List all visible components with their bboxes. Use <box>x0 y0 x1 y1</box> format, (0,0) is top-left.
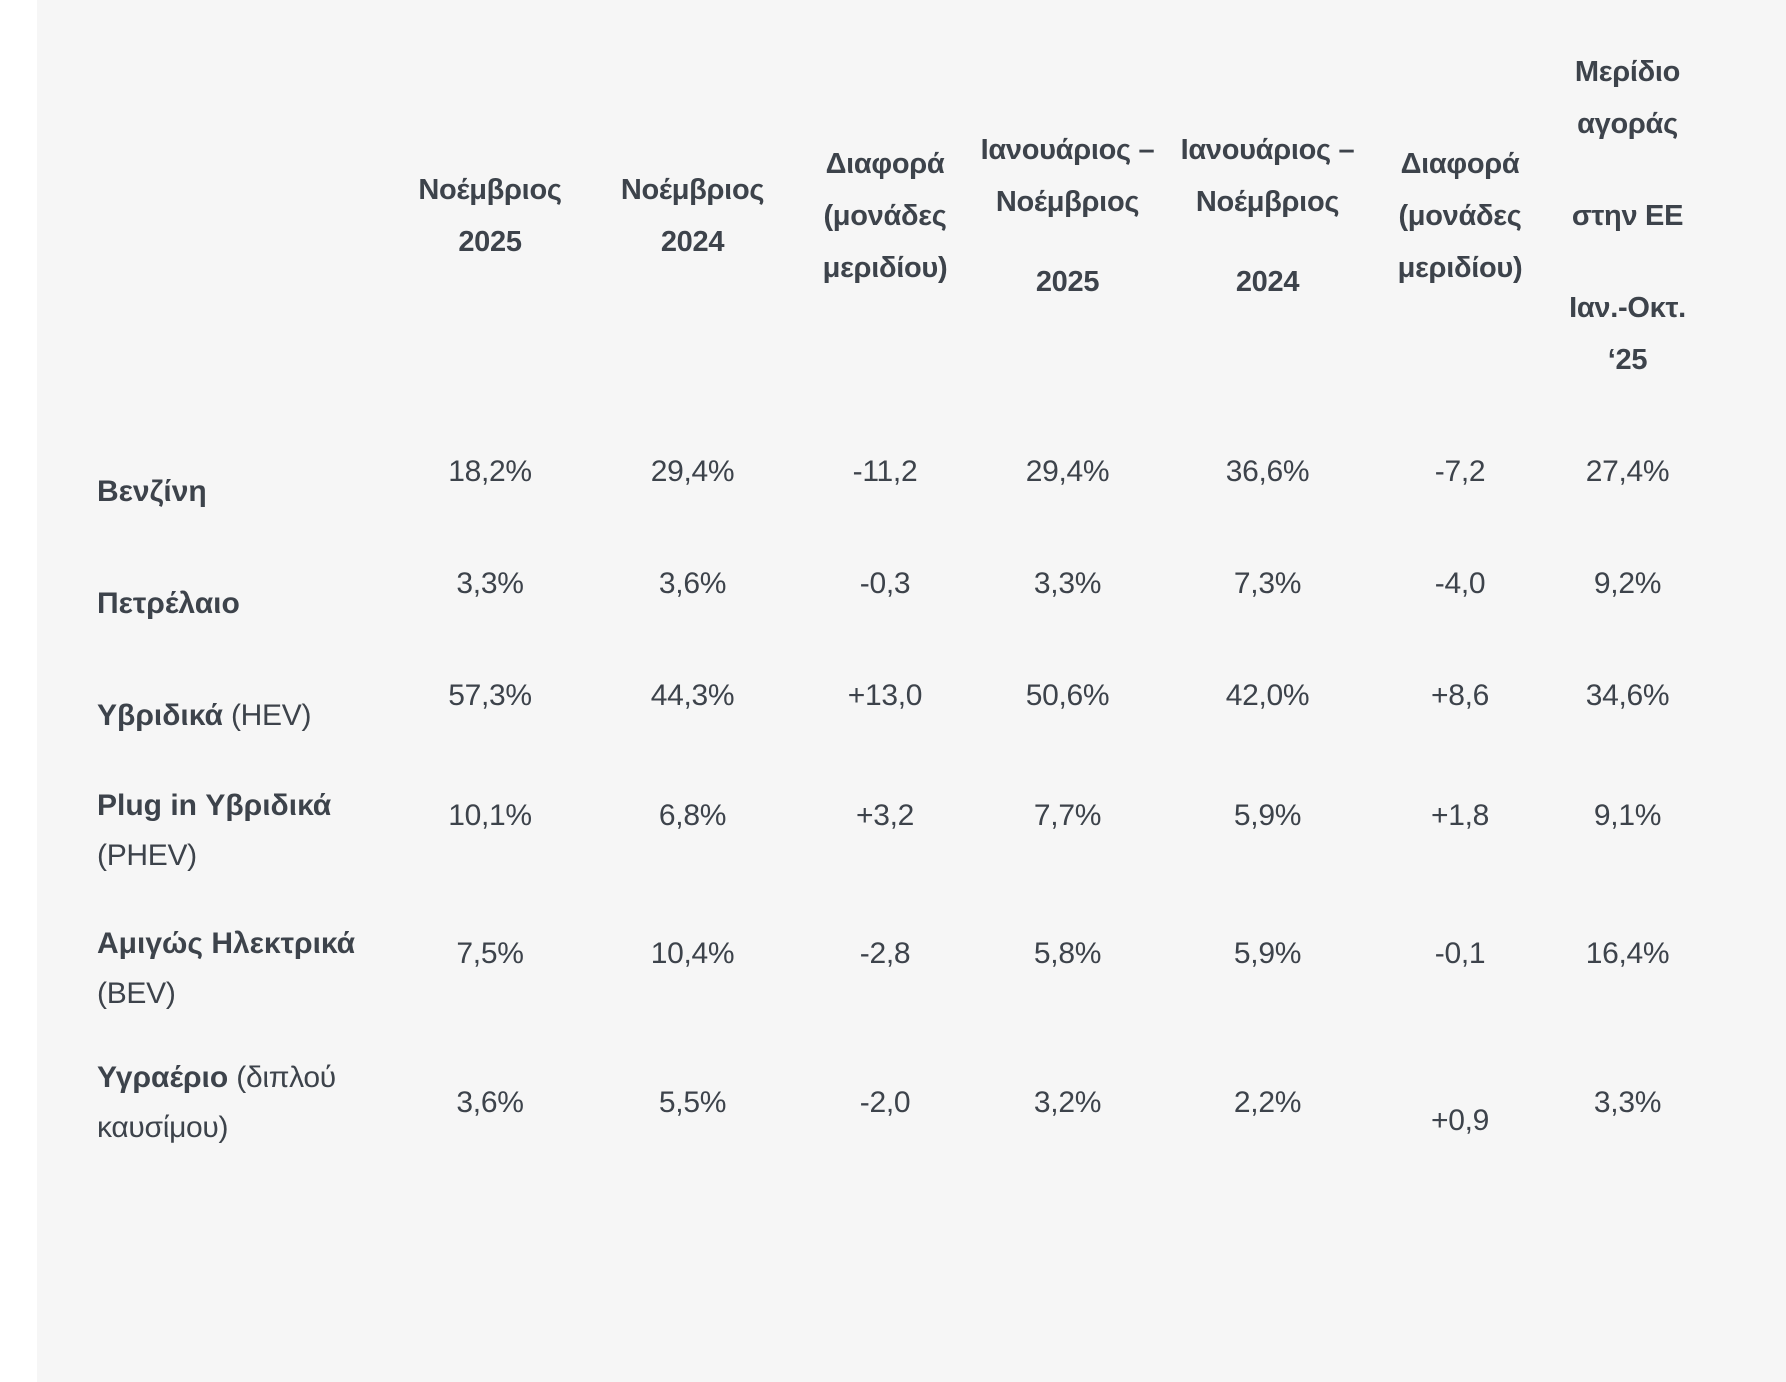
value-cell: 34,6% <box>1585 679 1670 712</box>
value-cell: -7,2 <box>1434 455 1486 488</box>
value-cell: 7,5% <box>456 937 524 970</box>
fuel-suffix: (PHEV) <box>97 839 197 872</box>
fuel-name: Πετρέλαιο <box>97 587 240 620</box>
value-cell: 42,0% <box>1225 679 1310 712</box>
value-cell: 27,4% <box>1585 455 1670 488</box>
column-header-november-2025: Νοέμβριος 2025 <box>390 6 590 426</box>
header-line: Ιανουάριος – <box>980 134 1155 166</box>
value-cell: 3,6% <box>658 567 727 600</box>
value-cell: 3,3% <box>1593 1086 1662 1119</box>
fuel-name: Υβριδικά <box>97 699 223 732</box>
value-cell: 36,6% <box>1225 455 1310 488</box>
value-cell: +1,8 <box>1430 799 1490 832</box>
value-cell: 7,7% <box>1033 799 1102 832</box>
header-line: Διαφορά <box>1400 148 1520 180</box>
fuel-suffix: (διπλού καυσίμου) <box>97 1061 336 1144</box>
value-cell: 9,2% <box>1593 567 1662 600</box>
value-cell: 5,9% <box>1233 799 1302 832</box>
value-cell: 5,8% <box>1033 937 1102 970</box>
header-line: (μονάδες <box>823 200 947 232</box>
value-cell: 5,5% <box>658 1086 727 1119</box>
header-line: Νοέμβριος <box>1195 186 1340 218</box>
header-line: στην ΕΕ <box>1571 200 1684 232</box>
table-row-petrol: Βενζίνη 18,2% 29,4% -11,2 29,4% 36,6% -7… <box>60 426 1710 538</box>
column-header-jan-nov-2025: Ιανουάριος – Νοέμβριος 2025 <box>975 6 1160 426</box>
table-row-diesel: Πετρέλαιο 3,3% 3,6% -0,3 3,3% 7,3% -4,0 … <box>60 538 1710 650</box>
value-cell: -2,0 <box>859 1086 911 1119</box>
fuel-name: Βενζίνη <box>97 475 207 508</box>
value-cell: 2,2% <box>1233 1086 1302 1119</box>
table-row-phev: Plug in Υβριδικά (PHEV) 10,1% 6,8% +3,2 … <box>60 762 1710 900</box>
header-line: 2024 <box>660 226 725 258</box>
fuel-name: Αμιγώς Ηλεκτρικά <box>97 927 356 960</box>
fuel-market-share-table: Νοέμβριος 2025 Νοέμβριος 2024 Διαφορά (μ… <box>60 6 1710 1168</box>
column-header-fuel-type <box>60 6 390 426</box>
fuel-name: Plug in Υβριδικά <box>97 789 332 822</box>
value-cell: 9,1% <box>1593 799 1662 832</box>
value-cell: +0,9 <box>1430 1104 1490 1137</box>
value-cell: 29,4% <box>650 455 735 488</box>
header-line: Ιανουάριος – <box>1180 134 1355 166</box>
column-header-eu-market-share: Μερίδιο αγοράς στην ΕΕ Ιαν.-Οκτ. ‘25 <box>1545 6 1710 426</box>
column-header-jan-nov-2024: Ιανουάριος – Νοέμβριος 2024 <box>1160 6 1375 426</box>
value-cell: 57,3% <box>448 679 532 712</box>
header-line: 2024 <box>1235 266 1300 298</box>
header-line: Νοέμβριος <box>418 174 562 206</box>
fuel-suffix: (HEV) <box>230 699 312 732</box>
value-cell: 3,3% <box>1033 567 1102 600</box>
value-cell: 5,9% <box>1233 937 1302 970</box>
header-line: μεριδίου) <box>822 252 948 284</box>
header-line: Ιαν.-Οκτ. <box>1569 292 1686 324</box>
row-label-phev: Plug in Υβριδικά (PHEV) <box>60 762 390 900</box>
header-line: Νοέμβριος <box>995 186 1140 218</box>
value-cell: 50,6% <box>1025 679 1110 712</box>
row-label-diesel: Πετρέλαιο <box>60 548 390 660</box>
header-line: ‘25 <box>1607 344 1648 376</box>
table-row-bev: Αμιγώς Ηλεκτρικά (BEV) 7,5% 10,4% -2,8 5… <box>60 900 1710 1038</box>
value-cell: -4,0 <box>1434 567 1486 600</box>
value-cell: +13,0 <box>847 679 923 712</box>
fuel-name: Υγραέριο <box>97 1061 229 1094</box>
header-line: (μονάδες <box>1398 200 1522 232</box>
table-row-hev: Υβριδικά (HEV) 57,3% 44,3% +13,0 50,6% 4… <box>60 650 1710 762</box>
value-cell: 7,3% <box>1233 567 1302 600</box>
row-label-bev: Αμιγώς Ηλεκτρικά (BEV) <box>60 900 390 1038</box>
table-header-row: Νοέμβριος 2025 Νοέμβριος 2024 Διαφορά (μ… <box>60 6 1710 426</box>
value-cell: 3,2% <box>1033 1086 1102 1119</box>
value-cell: 29,4% <box>1025 455 1110 488</box>
value-cell: 6,8% <box>658 799 727 832</box>
value-cell: 44,3% <box>650 679 735 712</box>
header-line: Μερίδιο <box>1574 56 1681 88</box>
column-header-difference-month: Διαφορά (μονάδες μεριδίου) <box>795 6 975 426</box>
header-line: αγοράς <box>1577 108 1678 140</box>
value-cell: +3,2 <box>855 799 915 832</box>
row-label-hev: Υβριδικά (HEV) <box>60 660 390 772</box>
header-line: 2025 <box>458 226 522 258</box>
value-cell: 3,6% <box>456 1086 524 1119</box>
column-header-difference-ytd: Διαφορά (μονάδες μεριδίου) <box>1375 6 1545 426</box>
column-header-november-2024: Νοέμβριος 2024 <box>590 6 795 426</box>
header-line: Διαφορά <box>825 148 945 180</box>
value-cell: 3,3% <box>456 567 524 600</box>
row-label-petrol: Βενζίνη <box>60 436 390 548</box>
content-panel: Νοέμβριος 2025 Νοέμβριος 2024 Διαφορά (μ… <box>37 0 1786 1382</box>
header-line: 2025 <box>1035 266 1100 298</box>
value-cell: +8,6 <box>1430 679 1490 712</box>
value-cell: 16,4% <box>1585 937 1670 970</box>
value-cell: -11,2 <box>852 455 918 488</box>
row-label-lpg: Υγραέριο (διπλού καυσίμου) <box>60 1038 390 1168</box>
value-cell: 10,1% <box>448 799 532 832</box>
table-row-lpg: Υγραέριο (διπλού καυσίμου) 3,6% 5,5% -2,… <box>60 1038 1710 1168</box>
value-cell: 10,4% <box>650 937 735 970</box>
header-line: Νοέμβριος <box>620 174 765 206</box>
header-line: μεριδίου) <box>1397 252 1523 284</box>
value-cell: -0,3 <box>859 567 911 600</box>
fuel-suffix: (BEV) <box>97 977 176 1010</box>
value-cell: -2,8 <box>859 937 911 970</box>
value-cell: 18,2% <box>448 455 532 488</box>
value-cell: -0,1 <box>1434 937 1486 970</box>
